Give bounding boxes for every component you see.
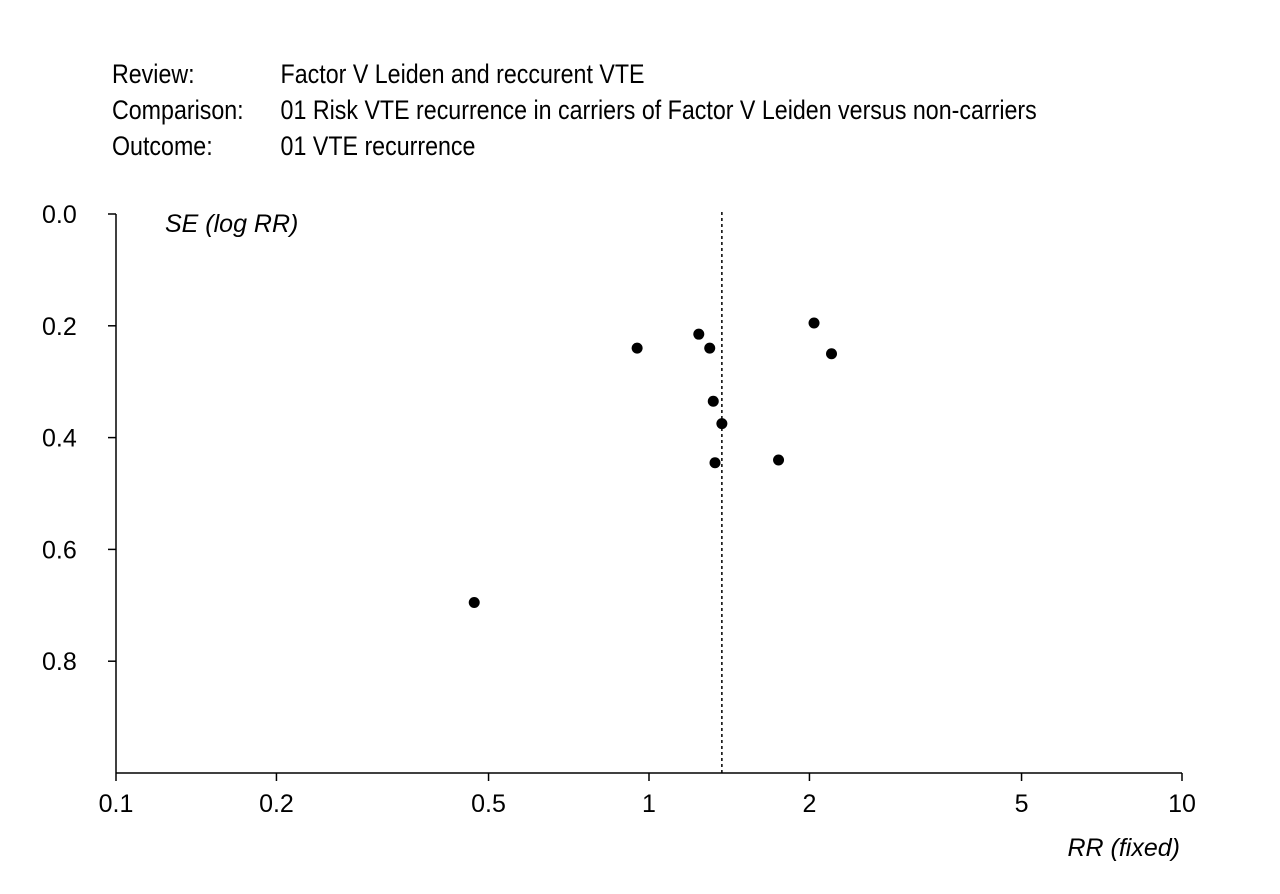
x-tick-label: 0.1 bbox=[99, 790, 134, 818]
data-point bbox=[707, 395, 719, 407]
data-point bbox=[704, 342, 716, 354]
y-tick-label: 0.6 bbox=[42, 536, 77, 564]
chart-header: Review: Factor V Leiden and reccurent VT… bbox=[112, 56, 1037, 164]
header-row-outcome: Outcome: 01 VTE recurrence bbox=[112, 128, 1037, 164]
y-ticks: 0.0 0.2 0.4 0.6 0.8 bbox=[42, 201, 116, 676]
y-axis-title: SE (log RR) bbox=[165, 210, 298, 238]
data-points bbox=[468, 317, 838, 609]
x-ticks: 0.1 0.2 0.5 1 2 5 10 bbox=[99, 773, 1196, 818]
x-axis-title: RR (fixed) bbox=[1067, 834, 1180, 862]
data-point bbox=[631, 342, 643, 354]
data-point bbox=[773, 454, 785, 466]
x-tick-label: 0.2 bbox=[259, 790, 294, 818]
x-tick-label: 10 bbox=[1168, 790, 1196, 818]
y-tick-label: 0.2 bbox=[42, 313, 77, 341]
x-tick-label: 0.5 bbox=[471, 790, 506, 818]
data-point bbox=[808, 317, 820, 329]
y-tick-label: 0.4 bbox=[42, 425, 77, 453]
header-row-review: Review: Factor V Leiden and reccurent VT… bbox=[112, 56, 1037, 92]
header-label: Review: bbox=[112, 59, 195, 89]
y-tick-label: 0.8 bbox=[42, 648, 77, 676]
data-point bbox=[693, 328, 705, 340]
header-row-comparison: Comparison: 01 Risk VTE recurrence in ca… bbox=[112, 92, 1037, 128]
header-value: Factor V Leiden and reccurent VTE bbox=[280, 59, 645, 89]
y-tick-label: 0.0 bbox=[42, 201, 77, 229]
x-tick-label: 5 bbox=[1015, 790, 1029, 818]
data-point bbox=[826, 348, 838, 360]
data-point bbox=[709, 457, 721, 469]
header-label: Comparison: bbox=[112, 95, 244, 125]
x-tick-label: 2 bbox=[802, 790, 816, 818]
header-value: 01 Risk VTE recurrence in carriers of Fa… bbox=[280, 95, 1037, 125]
data-point bbox=[716, 418, 728, 430]
header-label: Outcome: bbox=[112, 131, 213, 161]
header-value: 01 VTE recurrence bbox=[280, 131, 476, 161]
x-tick-label: 1 bbox=[642, 790, 656, 818]
data-point bbox=[468, 597, 480, 609]
